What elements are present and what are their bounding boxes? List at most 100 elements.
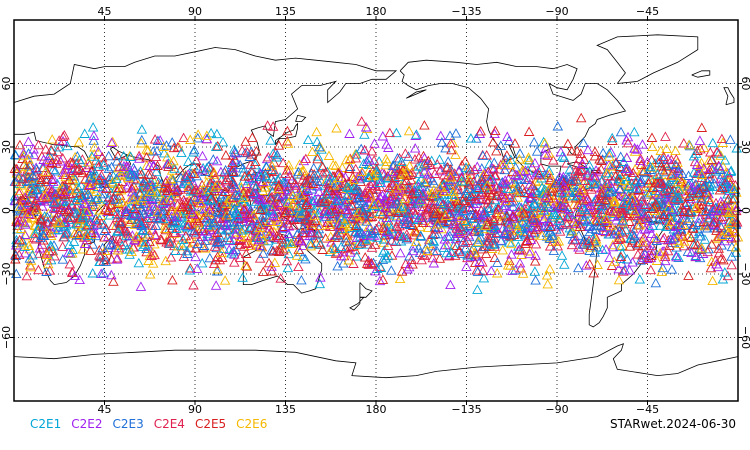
observation-triangle bbox=[539, 220, 551, 230]
observation-triangle bbox=[647, 195, 658, 205]
observation-triangle bbox=[280, 243, 292, 253]
observation-triangle bbox=[309, 204, 320, 215]
observation-triangle bbox=[380, 153, 392, 164]
observation-triangle bbox=[703, 188, 714, 199]
observation-triangle bbox=[101, 183, 112, 193]
observation-triangle bbox=[369, 138, 380, 148]
observation-triangle bbox=[352, 171, 363, 182]
observation-triangle bbox=[34, 242, 46, 253]
observation-triangle bbox=[134, 187, 146, 197]
observation-triangle bbox=[428, 214, 440, 224]
observation-triangle bbox=[324, 170, 336, 181]
observation-triangle bbox=[392, 152, 403, 163]
observation-triangle bbox=[212, 140, 224, 151]
observation-triangle bbox=[512, 225, 523, 235]
coast-cuba bbox=[566, 161, 589, 169]
observation-triangle bbox=[388, 160, 400, 170]
observation-triangle bbox=[652, 169, 663, 179]
observation-triangle bbox=[688, 219, 699, 230]
observation-triangle bbox=[534, 167, 545, 177]
observation-triangle bbox=[200, 226, 212, 236]
observation-triangle bbox=[445, 138, 457, 148]
observation-triangle bbox=[50, 202, 62, 213]
observation-triangle bbox=[66, 199, 78, 209]
observation-triangle bbox=[198, 240, 210, 250]
observation-triangle bbox=[617, 214, 628, 225]
observation-triangle bbox=[205, 177, 217, 188]
observation-triangle bbox=[436, 137, 448, 147]
observation-triangle bbox=[219, 186, 231, 196]
observation-triangle bbox=[309, 210, 320, 220]
observation-triangle bbox=[228, 246, 239, 256]
observation-triangle bbox=[673, 184, 684, 194]
observation-triangle bbox=[609, 197, 621, 207]
observation-triangle bbox=[442, 156, 454, 166]
observation-triangle bbox=[361, 156, 373, 166]
observation-triangle bbox=[47, 223, 58, 233]
observation-triangle bbox=[708, 217, 720, 227]
observation-triangle bbox=[93, 146, 104, 156]
observation-triangle bbox=[171, 211, 183, 221]
observation-triangle bbox=[94, 205, 105, 215]
observation-triangle bbox=[221, 210, 232, 220]
observation-triangle bbox=[188, 226, 199, 237]
observation-triangle bbox=[236, 196, 247, 206]
observation-triangle bbox=[731, 202, 743, 213]
observation-triangle bbox=[257, 185, 268, 195]
observation-triangle bbox=[104, 210, 116, 220]
observation-triangle bbox=[424, 217, 435, 228]
legend-item-c2e4: C2E4 bbox=[153, 417, 185, 431]
observation-triangle bbox=[695, 193, 707, 203]
observation-triangle bbox=[22, 197, 34, 207]
observation-triangle bbox=[717, 273, 729, 284]
observation-triangle bbox=[558, 180, 570, 191]
observation-triangle bbox=[130, 208, 142, 219]
observation-triangle bbox=[172, 191, 184, 202]
observation-triangle bbox=[67, 157, 78, 168]
observation-triangle bbox=[475, 125, 486, 136]
observation-triangle bbox=[502, 131, 513, 141]
observation-triangle bbox=[172, 141, 183, 152]
observation-triangle bbox=[69, 270, 81, 281]
observation-triangle bbox=[532, 222, 543, 233]
observation-triangle bbox=[501, 150, 513, 160]
observation-triangle bbox=[297, 223, 309, 233]
observation-triangle bbox=[359, 129, 370, 139]
observation-triangle bbox=[128, 194, 139, 204]
observation-triangle bbox=[442, 198, 454, 209]
observation-triangle bbox=[582, 169, 593, 180]
observation-triangle bbox=[307, 216, 319, 227]
observation-triangle bbox=[305, 237, 316, 248]
observation-triangle bbox=[565, 228, 576, 238]
observation-triangle bbox=[723, 194, 734, 204]
observation-triangle bbox=[332, 246, 344, 257]
observation-triangle bbox=[83, 156, 94, 167]
observation-triangle bbox=[12, 217, 24, 227]
observation-triangle bbox=[136, 169, 147, 179]
observation-triangle bbox=[380, 252, 392, 263]
observation-triangle bbox=[96, 218, 107, 228]
lat-label-right: 0 bbox=[739, 207, 750, 214]
observation-triangle bbox=[504, 255, 515, 265]
observation-triangle bbox=[555, 176, 566, 186]
observation-triangle bbox=[700, 181, 712, 192]
observation-triangle bbox=[106, 254, 117, 264]
coast-antarctica bbox=[13, 343, 739, 379]
observation-triangle bbox=[595, 220, 607, 231]
observation-triangle bbox=[106, 161, 117, 172]
axis-ticks bbox=[10, 16, 742, 405]
observation-triangle bbox=[536, 230, 548, 240]
observation-triangle bbox=[698, 181, 709, 191]
observation-triangle bbox=[204, 206, 215, 217]
observation-triangle bbox=[699, 234, 711, 244]
observation-triangle bbox=[83, 180, 95, 190]
observation-triangle bbox=[273, 179, 285, 189]
observation-triangle bbox=[635, 191, 647, 201]
observation-triangle bbox=[673, 235, 684, 245]
observation-triangle bbox=[706, 219, 717, 230]
observation-triangle bbox=[678, 236, 690, 246]
observation-triangle bbox=[711, 233, 722, 244]
observation-triangle bbox=[614, 241, 626, 251]
observation-triangle bbox=[224, 211, 236, 221]
observation-triangle bbox=[256, 241, 267, 252]
